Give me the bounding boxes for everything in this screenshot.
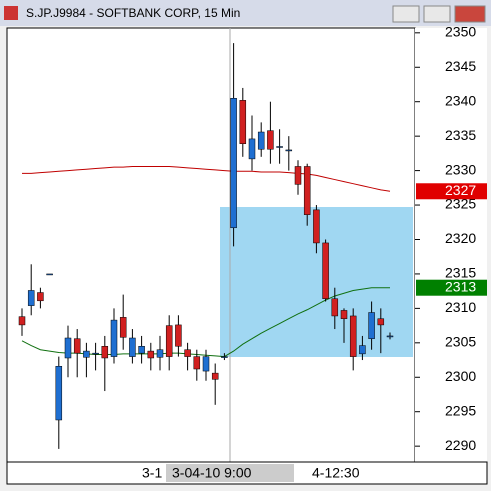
candle-body	[386, 335, 394, 338]
candle-body	[322, 242, 329, 299]
candle-body	[349, 315, 357, 357]
candle-body	[37, 292, 44, 302]
candle-body	[285, 149, 293, 152]
candle-body	[138, 346, 145, 354]
chart: 2290 2295 2300 2305 2310 2315 2320 2325 2330 2335…	[18, 24, 487, 481]
candle-body	[165, 325, 173, 357]
y-tick-label: 2310	[445, 299, 476, 315]
candle-body	[92, 352, 99, 355]
candle-body	[340, 310, 348, 319]
price-marker-label: 2327	[445, 182, 476, 198]
y-tick-label: 2350	[445, 24, 476, 40]
time-highlight	[166, 464, 294, 482]
price-marker	[416, 279, 487, 296]
candle-body	[377, 318, 385, 326]
minimize-button[interactable]	[392, 5, 420, 23]
candle-body	[175, 324, 182, 347]
candle-body	[359, 345, 366, 355]
y-tick-label: 2300	[445, 368, 476, 384]
y-tick-label: 2315	[445, 265, 476, 281]
price-axis	[415, 28, 487, 462]
candle-body	[27, 290, 35, 306]
candle-body	[18, 316, 26, 326]
candle-body	[248, 138, 256, 160]
price-marker-label: 2313	[445, 278, 476, 294]
candle-body	[156, 349, 164, 358]
candle-body	[267, 130, 274, 150]
candle-body	[368, 312, 375, 339]
candle-body	[276, 146, 283, 148]
candle-body	[83, 350, 90, 358]
candle-body	[221, 356, 228, 358]
candle-body	[313, 209, 320, 244]
y-tick-label: 2290	[445, 437, 476, 453]
maximize-button[interactable]	[423, 5, 451, 23]
y-tick-label: 2320	[445, 230, 476, 246]
candle-body	[331, 298, 339, 317]
y-tick-label: 2335	[445, 127, 476, 143]
candle-body	[55, 365, 63, 421]
candle-body	[119, 317, 127, 338]
candle-body	[211, 372, 219, 380]
candle-body	[239, 100, 247, 144]
y-tick-label: 2295	[445, 402, 476, 418]
price-marker	[416, 183, 487, 200]
y-tick-label: 2325	[445, 196, 476, 212]
y-tick-label: 2305	[445, 334, 476, 350]
candle-body	[294, 166, 302, 185]
y-tick-label: 2340	[445, 92, 476, 108]
candle-body	[110, 319, 118, 357]
candle-body	[303, 166, 311, 215]
candle-body	[257, 131, 265, 150]
close-button[interactable]	[454, 5, 486, 23]
x-tick-label: 3-1	[142, 465, 162, 481]
candle-body	[230, 98, 237, 229]
candle-body	[202, 356, 210, 372]
candle-body	[193, 356, 201, 370]
y-tick-label: 2330	[445, 161, 476, 177]
candle-body	[46, 273, 53, 276]
window-icon	[4, 6, 18, 20]
x-tick-label: 4-12:30	[312, 465, 360, 481]
window-title: S.JP.J9984 - SOFTBANK CORP, 15 Min	[26, 6, 240, 20]
moving-average	[22, 165, 391, 192]
candle-body	[184, 349, 191, 357]
candle-body	[73, 338, 81, 354]
x-tick-label: 3-04-10 9:00	[172, 465, 252, 481]
candle-body	[64, 337, 72, 359]
candle-body	[147, 350, 155, 359]
candle-body	[129, 337, 136, 357]
candle-body	[101, 346, 109, 359]
y-tick-label: 2345	[445, 58, 476, 74]
